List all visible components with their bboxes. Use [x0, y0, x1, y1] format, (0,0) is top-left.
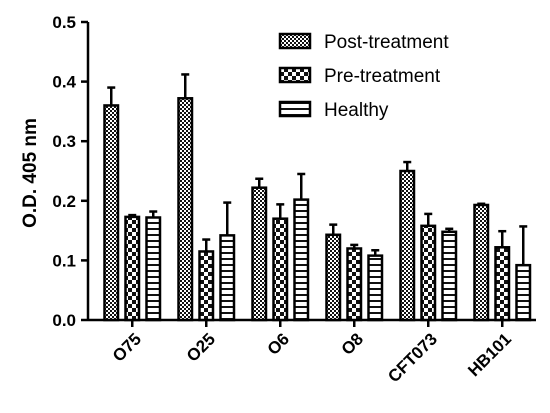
- bar-healthy-hb101: [515, 263, 532, 322]
- bar-post-treatment-o8: [325, 233, 342, 322]
- y-tick-label: 0.5: [52, 13, 76, 32]
- bar-healthy-cft073: [441, 230, 458, 322]
- x-tick-label: CFT073: [384, 329, 441, 386]
- x-tick-label: O25: [183, 329, 219, 365]
- bar-pre-treatment-o75: [124, 215, 141, 322]
- bar-pre-treatment-cft073: [420, 224, 437, 322]
- bar-pre-treatment-o6: [272, 217, 289, 322]
- bar-post-treatment-o75: [103, 104, 120, 322]
- bars: [103, 73, 532, 322]
- y-tick-label: 0.4: [52, 73, 76, 92]
- legend-label-pre-treatment: Pre-treatment: [324, 66, 441, 87]
- legend-label-post-treatment: Post-treatment: [324, 32, 449, 53]
- bar-healthy-o75: [145, 216, 162, 322]
- bar-post-treatment-cft073: [399, 169, 416, 322]
- bar-post-treatment-o25: [177, 97, 194, 322]
- x-tick-label: O75: [109, 329, 145, 365]
- bar-pre-treatment-o25: [198, 250, 215, 322]
- bar-healthy-o6: [293, 198, 310, 322]
- bar-pre-treatment-hb101: [494, 246, 511, 322]
- bar-post-treatment-o6: [251, 186, 268, 322]
- y-tick-label: 0.0: [52, 311, 76, 330]
- legend-swatch-pre-treatment: [278, 66, 312, 84]
- y-axis: 0.0 0.1 0.2 0.3 0.4 0.5: [52, 13, 90, 330]
- y-tick-label: 0.3: [52, 132, 76, 151]
- y-axis-title: O.D. 405 nm: [20, 118, 41, 228]
- bar-post-treatment-hb101: [473, 203, 490, 322]
- bar-healthy-o25: [219, 234, 236, 322]
- bar-pre-treatment-o8: [346, 247, 363, 322]
- bar-healthy-o8: [367, 254, 384, 322]
- x-tick-label: O6: [264, 329, 293, 358]
- x-tick-label: O8: [338, 329, 367, 358]
- y-tick-label: 0.1: [52, 251, 76, 270]
- legend-swatch-post-treatment: [278, 32, 312, 50]
- legend: Post-treatment Pre-treatment Healthy: [278, 32, 449, 121]
- x-tick-label: HB101: [464, 329, 515, 380]
- legend-swatch-healthy: [278, 100, 312, 118]
- x-axis: O75 O25 O6 O8 CFT073 HB101: [88, 318, 536, 386]
- y-tick-label: 0.2: [52, 192, 76, 211]
- legend-label-healthy: Healthy: [324, 100, 389, 121]
